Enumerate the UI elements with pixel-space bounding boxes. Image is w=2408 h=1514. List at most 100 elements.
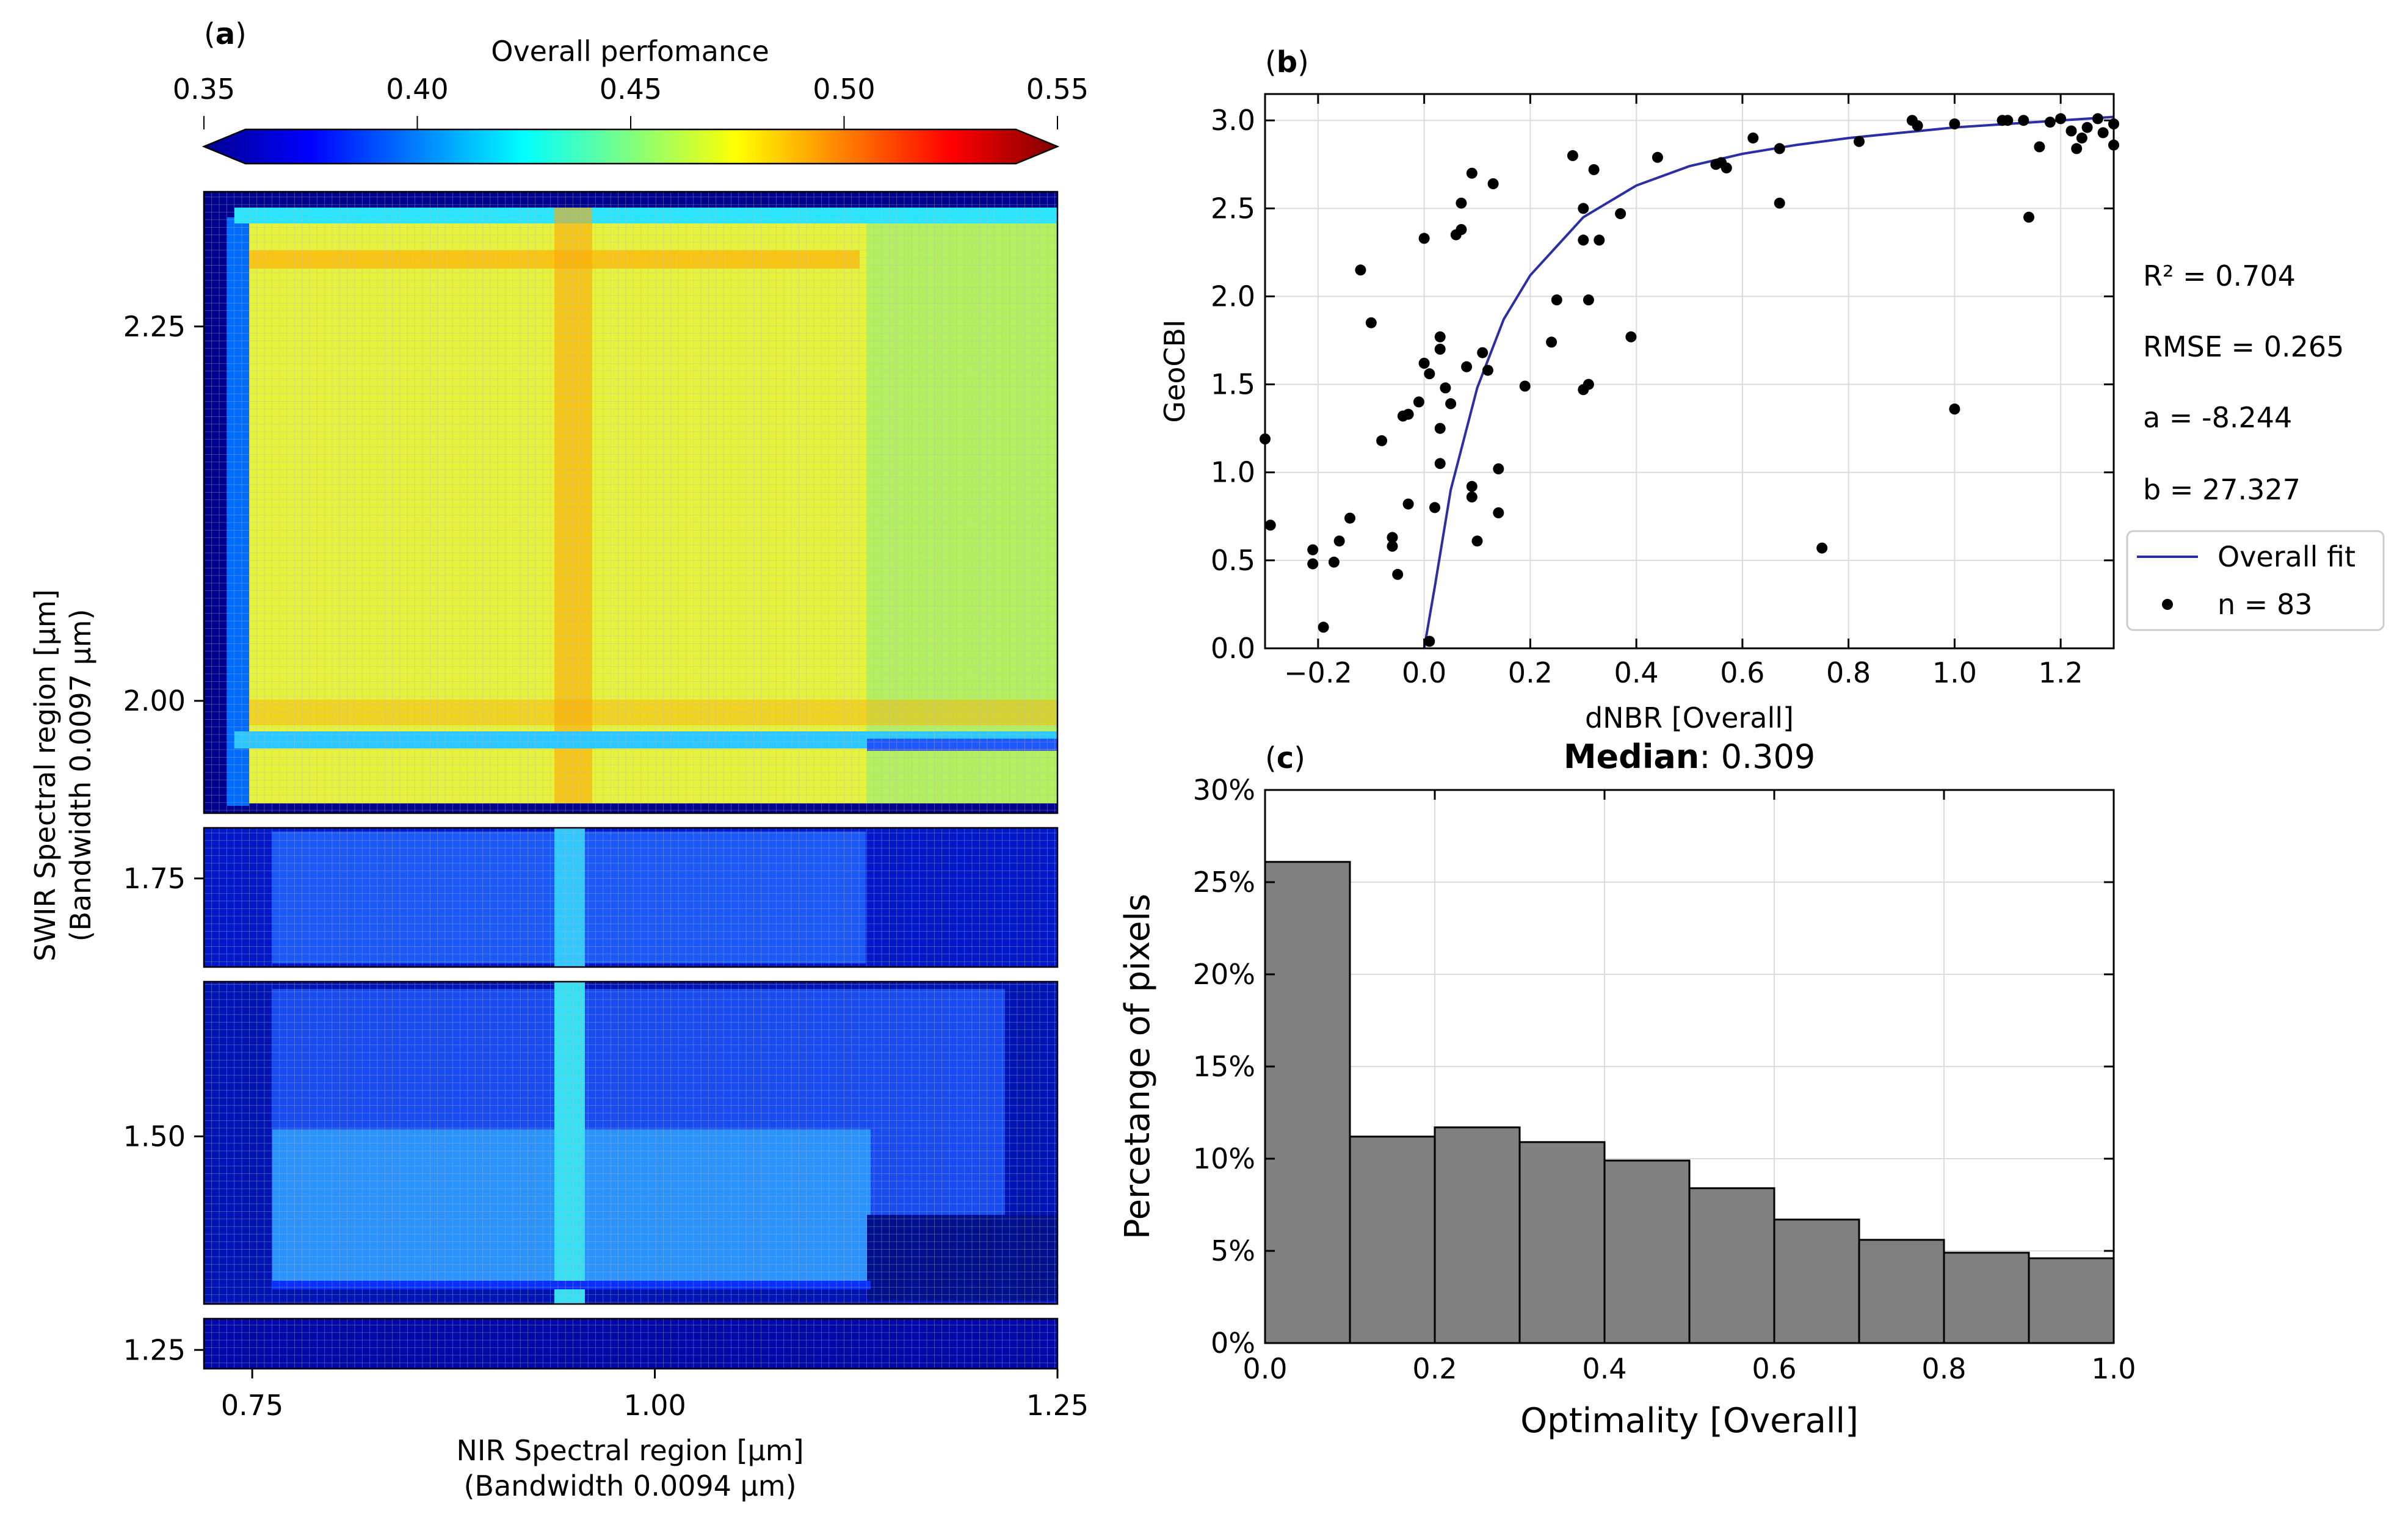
heatmap-xtick-label: 1.00 [623, 1389, 686, 1422]
scatter-points [1260, 113, 2119, 647]
histogram-bar [2028, 1257, 2115, 1344]
legend-points-label: n = 83 [2218, 588, 2312, 621]
histogram-xtick-label: 1.0 [2091, 1352, 2136, 1385]
scatter-point [1471, 535, 1483, 547]
scatter-ytick-label: 3.0 [1211, 104, 1255, 137]
colorbar-tick-label: 0.45 [600, 73, 662, 106]
panel-b-label: (b) [1265, 45, 1309, 79]
scatter-point [1387, 540, 1398, 552]
stat-r2: R² = 0.704 [2143, 259, 2296, 292]
scatter-point [1482, 364, 1493, 376]
scatter-point [2055, 113, 2067, 125]
scatter-ytick-label: 2.5 [1211, 192, 1255, 225]
scatter-point [1376, 435, 1388, 446]
panel-a-heatmap: (a) Overall perfomance 0.35 0.40 0.45 0.50 0… [29, 17, 1089, 1502]
panel-c-histogram: (c) Median: 0.309 0.0 0.2 0.4 0.6 0.8 1.0 0% 5%… [1118, 737, 2136, 1441]
histogram-xtick-label: 0.0 [1242, 1352, 1287, 1385]
scatter-point [2097, 127, 2109, 139]
scatter-point [1854, 136, 1865, 147]
scatter-point [1461, 361, 1473, 372]
scatter-point [2076, 132, 2087, 144]
stat-b: b = 27.327 [2143, 473, 2301, 506]
heatmap-ticks: 0.75 1.00 1.25 2.25 2.00 1.75 1.50 1.25 [123, 310, 1089, 1422]
scatter-point [2065, 125, 2077, 137]
histogram-bars [1264, 861, 2115, 1344]
scatter-point [1307, 544, 1319, 556]
histogram-bar [1858, 1239, 1945, 1344]
scatter-point [1440, 382, 1451, 394]
heatmap-ytick-label: 1.75 [123, 862, 186, 895]
histogram-xlabel: Optimality [Overall] [1520, 1401, 1859, 1441]
scatter-point [1546, 336, 1558, 348]
scatter-ytick-label: 0.0 [1211, 632, 1255, 665]
scatter-point [2034, 141, 2045, 153]
colorbar-tick-label: 0.40 [386, 73, 448, 106]
scatter-point [1445, 398, 1457, 410]
scatter-point [2002, 115, 2014, 126]
scatter-point [2044, 117, 2056, 128]
fit-curve [1423, 115, 2114, 649]
stat-a: a = -8.244 [2143, 401, 2292, 434]
scatter-point [1949, 118, 1960, 129]
scatter-point [1747, 132, 1759, 144]
scatter-point [1307, 558, 1319, 570]
scatter-point [1392, 568, 1404, 580]
scatter-point [1355, 264, 1366, 276]
scatter-legend: Overall fit n = 83 [2126, 530, 2385, 631]
scatter-point [1816, 542, 1828, 554]
histogram-ytick-label: 25% [1193, 866, 1255, 899]
scatter-frame [1264, 93, 2115, 650]
scatter-point [2092, 113, 2103, 125]
scatter-ticks: −0.2 0.0 0.2 0.4 0.6 0.8 1.0 1.2 0.0 0.5 1.0 1.5 2.0… [1211, 94, 2114, 689]
histogram-xtick-label: 0.4 [1582, 1352, 1626, 1385]
histogram-ytick-label: 0% [1211, 1327, 1255, 1360]
scatter-xtick-label: 0.6 [1720, 656, 1764, 689]
scatter-point [1466, 167, 1478, 179]
scatter-point [1477, 347, 1489, 358]
scatter-point [2071, 143, 2083, 154]
scatter-point [1583, 378, 1594, 390]
heatmap-ytick-label: 1.25 [123, 1333, 186, 1366]
scatter-point [1418, 233, 1430, 244]
scatter-point [1652, 151, 1663, 163]
histogram-xtick-label: 0.2 [1412, 1352, 1457, 1385]
scatter-point [1418, 358, 1430, 369]
histogram-bar [1688, 1187, 1775, 1344]
histogram-xtick-label: 0.6 [1752, 1352, 1796, 1385]
scatter-point [1466, 491, 1478, 503]
histogram-bar [1603, 1159, 1691, 1344]
heatmap-xlabel-line2: (Bandwidth 0.0094 µm) [463, 1469, 796, 1502]
heatmap-ytick-label: 2.25 [123, 310, 186, 343]
heatmap-ylabel-line1: SWIR Spectral region [µm] [29, 589, 62, 961]
scatter-point [1949, 404, 1960, 415]
heatmap-xtick-label: 1.25 [1026, 1389, 1089, 1422]
scatter-point [2023, 211, 2034, 223]
scatter-ytick-label: 0.5 [1211, 544, 1255, 577]
histogram-title: Median: 0.309 [1564, 737, 1815, 776]
scatter-point [1434, 422, 1446, 434]
scatter-point [1424, 368, 1435, 380]
scatter-point [1594, 234, 1605, 246]
scatter-point [1387, 532, 1398, 543]
scatter-point [1456, 197, 1467, 209]
legend-points-swatch [2162, 599, 2173, 610]
scatter-point [1721, 162, 1732, 174]
histogram-ylabel: Percetange of pixels [1118, 894, 1158, 1239]
scatter-point [1434, 331, 1446, 342]
scatter-point [1615, 208, 1626, 219]
histogram-ytick-label: 5% [1211, 1234, 1255, 1267]
histogram-ytick-label: 15% [1193, 1050, 1255, 1083]
histogram-bar [1434, 1126, 1521, 1344]
histogram-bar [1773, 1219, 1860, 1344]
colorbar-tick-labels: 0.35 0.40 0.45 0.50 0.55 [173, 73, 1089, 129]
heatmap-xtick-label: 0.75 [221, 1389, 283, 1422]
scatter-grid [1265, 94, 2114, 649]
scatter-point [2018, 115, 2029, 126]
colorbar-title: Overall perfomance [491, 35, 769, 68]
histogram-bar [1518, 1141, 1606, 1344]
legend-fit-label: Overall fit [2218, 540, 2355, 573]
histogram-bar [1349, 1136, 1436, 1344]
stat-rmse: RMSE = 0.265 [2143, 330, 2344, 363]
panel-c-label: (c) [1265, 741, 1305, 775]
